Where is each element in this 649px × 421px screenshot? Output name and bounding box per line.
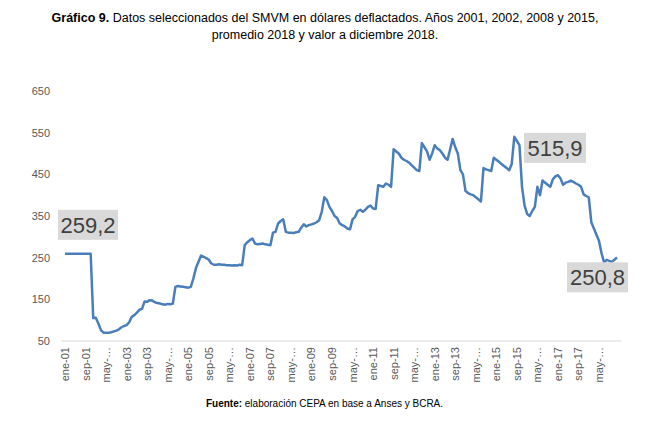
x-tick-label: ene-01 xyxy=(59,347,71,381)
x-tick-label: sep-07 xyxy=(264,347,276,381)
plot-area xyxy=(65,137,617,333)
y-tick-label: 250 xyxy=(32,252,50,264)
x-tick-label: sep-01 xyxy=(80,347,92,381)
annotation-box xyxy=(58,210,118,240)
y-tick-label: 50 xyxy=(38,335,50,347)
x-axis-line xyxy=(61,341,621,342)
x-tick-label: ene-03 xyxy=(121,347,133,381)
title: Gráfico 9. Datos seleccionados del SMVM … xyxy=(40,10,610,44)
y-tick-label: 650 xyxy=(32,85,50,97)
source: Fuente: elaboración CEPA en base a Anses… xyxy=(0,398,649,409)
x-tick-label: may-… xyxy=(347,347,359,382)
x-tick-label: sep-05 xyxy=(203,347,215,381)
data-line xyxy=(65,137,617,333)
x-tick-label: sep-09 xyxy=(326,347,338,381)
x-tick-label: sep-15 xyxy=(511,347,523,381)
x-tick-label: sep-13 xyxy=(449,347,461,381)
annotation-text: 515,9 xyxy=(527,136,582,161)
x-tick-label: ene-09 xyxy=(305,347,317,381)
y-tick-label: 450 xyxy=(32,168,50,180)
x-tick-label: ene-07 xyxy=(244,347,256,381)
chart: 50 150 250 350 450 550 650 ene-01 sep-01 may-… ene… xyxy=(0,0,649,421)
y-tick-label: 350 xyxy=(32,210,50,222)
title-text: Datos seleccionados del SMVM en dólares … xyxy=(109,11,598,42)
x-tick-label: ene-11 xyxy=(367,347,379,380)
y-tick-label: 150 xyxy=(32,293,50,305)
x-tick-label: ene-17 xyxy=(552,347,564,381)
x-tick-label: sep-17 xyxy=(572,347,584,381)
x-tick-label: may-… xyxy=(100,347,112,382)
x-tick-label: ene-15 xyxy=(490,347,502,381)
y-tick-label: 550 xyxy=(32,127,50,139)
annotation-box xyxy=(567,262,628,292)
x-tick-label: may-… xyxy=(408,347,420,382)
x-tick-label: may-… xyxy=(162,347,174,382)
annotation-box xyxy=(524,133,586,163)
source-text: elaboración CEPA en base a Anses y BCRA. xyxy=(242,398,443,409)
x-tick-label: may-… xyxy=(593,347,605,382)
x-tick-label: may-… xyxy=(285,347,297,382)
annotation-text: 250,8 xyxy=(570,265,625,290)
title-label: Gráfico 9. xyxy=(52,11,110,25)
x-tick-label: sep-11 xyxy=(388,347,400,380)
x-tick-label: may-… xyxy=(223,347,235,382)
x-tick-label: ene-05 xyxy=(182,347,194,381)
x-tick-label: may-… xyxy=(531,347,543,382)
x-tick-label: sep-03 xyxy=(141,347,153,381)
annotation-text: 259,2 xyxy=(60,213,115,238)
source-label: Fuente: xyxy=(206,398,242,409)
x-tick-label: ene-13 xyxy=(429,347,441,381)
x-tick-label: may-… xyxy=(470,347,482,382)
